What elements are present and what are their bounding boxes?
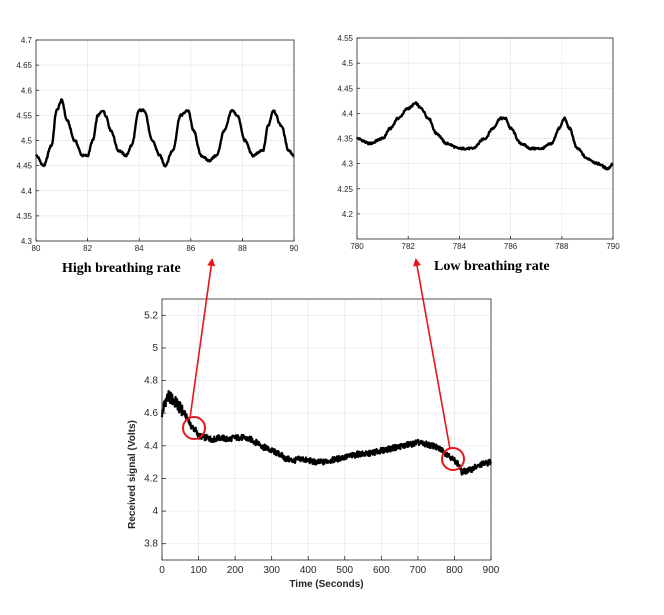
y-axis-label: Received signal (Volts) [127,420,138,529]
x-axis-label: Time (Seconds) [289,579,363,590]
x-tick-label: 86 [186,244,195,253]
y-tick-label: 4.65 [16,61,32,70]
y-tick-label: 4.3 [342,160,354,169]
y-tick-label: 5 [152,343,158,354]
y-tick-label: 4.4 [21,187,33,196]
y-tick-label: 5.2 [144,310,158,321]
x-tick-label: 900 [483,565,500,576]
x-tick-label: 782 [402,242,416,251]
y-tick-label: 4.2 [144,473,158,484]
y-tick-label: 4.5 [21,137,33,146]
arrow-high [189,258,216,419]
annotation-low-breathing-rate: Low breathing rate [434,259,550,274]
series-line [160,389,493,476]
x-tick-label: 82 [83,244,92,253]
x-tick-label: 500 [336,565,353,576]
y-tick-label: 4 [152,506,158,517]
series-line [355,101,614,171]
x-tick-label: 200 [227,565,244,576]
x-tick-label: 84 [135,244,144,253]
y-tick-label: 4.55 [337,34,353,43]
x-tick-label: 90 [290,244,299,253]
y-tick-label: 4.8 [144,376,158,387]
chart-received-signal: 0 100 200 300 400 500 600 700 800 900 3.8 4 4.2 4.4 4.… [127,298,500,590]
highlight-circle-high [182,416,206,440]
chart-high-breathing: 80 82 84 86 88 90 4.3 4.35 4.4 4.45 4.5 4.55 4.6 4.65… [16,36,299,253]
y-tick-label: 4.35 [337,135,353,144]
x-tick-label: 788 [555,242,569,251]
x-tick-label: 88 [238,244,247,253]
y-tick-label: 4.3 [21,237,33,246]
y-tick-label: 4.25 [337,185,353,194]
y-tick-label: 4.6 [21,86,33,95]
x-tick-label: 0 [159,565,165,576]
highlight-circle-low [441,447,465,471]
y-tick-label: 4.45 [337,84,353,93]
x-tick-label: 784 [453,242,467,251]
y-tick-label: 4.35 [16,212,32,221]
x-tick-label: 300 [263,565,280,576]
series-line [34,98,295,168]
x-tick-label: 600 [373,565,390,576]
y-tick-label: 4.4 [144,441,158,452]
y-tick-label: 4.5 [342,59,354,68]
y-tick-label: 3.8 [144,539,158,550]
y-tick-label: 4.45 [16,162,32,171]
y-tick-label: 4.6 [144,408,158,419]
y-tick-label: 4.4 [342,109,354,118]
x-tick-label: 100 [190,565,207,576]
y-tick-label: 4.55 [16,111,32,120]
y-tick-label: 4.2 [342,210,354,219]
plot-area [162,299,491,560]
axes-box [161,298,492,561]
y-tick-label: 4.7 [21,36,33,45]
arrow-low [413,258,451,450]
x-tick-label: 790 [606,242,620,251]
x-tick-label: 800 [446,565,463,576]
chart-low-breathing: 780 782 784 786 788 790 4.2 4.25 4.3 4.35 4.4 4.45 4… [337,34,620,251]
annotation-high-breathing-rate: High breathing rate [62,261,181,276]
x-tick-label: 700 [410,565,427,576]
x-tick-label: 80 [32,244,41,253]
x-tick-label: 400 [300,565,317,576]
x-tick-label: 786 [504,242,518,251]
x-tick-label: 780 [350,242,364,251]
